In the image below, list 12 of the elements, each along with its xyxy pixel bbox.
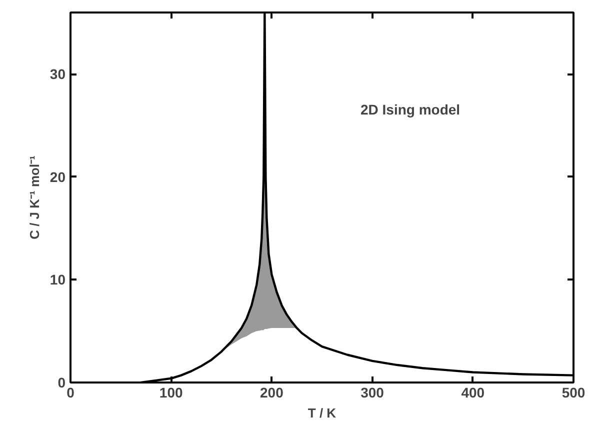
y-axis-title: C / J K⁻¹ mol⁻¹: [26, 156, 42, 240]
x-tick-label: 100: [159, 384, 183, 400]
x-axis-title: T / K: [308, 406, 337, 420]
x-tick-label: 500: [562, 384, 586, 400]
x-tick-label: 400: [461, 384, 485, 400]
y-tick-label: 10: [50, 272, 66, 288]
x-tick-label: 200: [260, 384, 284, 400]
x-tick-label: 300: [360, 384, 384, 400]
y-tick-label: 0: [58, 374, 66, 390]
y-tick-label: 30: [50, 66, 66, 82]
annotation: 2D Ising model: [360, 102, 460, 118]
y-tick-label: 20: [50, 168, 66, 185]
